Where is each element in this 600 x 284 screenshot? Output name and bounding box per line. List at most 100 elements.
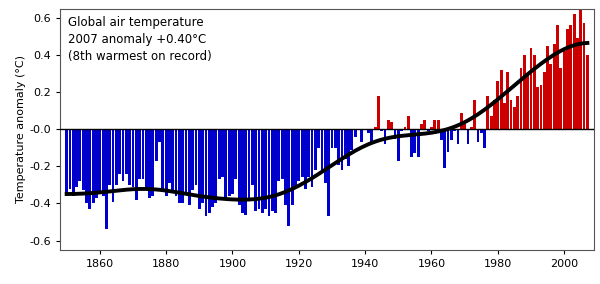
Bar (417, 129, 419, 157)
Bar (112, 129, 115, 202)
Bar (188, 129, 191, 205)
Bar (450, 129, 453, 140)
Bar (198, 129, 201, 209)
Bar (387, 120, 390, 129)
Bar (244, 129, 247, 215)
Bar (178, 129, 181, 204)
Bar (235, 129, 237, 179)
Bar (185, 129, 187, 194)
Bar (503, 103, 506, 129)
Bar (569, 25, 572, 129)
Bar (75, 129, 78, 187)
Bar (520, 68, 523, 129)
Bar (122, 129, 124, 181)
Bar (88, 129, 91, 209)
Bar (546, 46, 549, 129)
Bar (457, 129, 460, 144)
Bar (317, 129, 320, 148)
Bar (291, 129, 293, 205)
Bar (407, 116, 410, 129)
Bar (493, 99, 496, 129)
Bar (496, 81, 499, 129)
Bar (331, 129, 334, 148)
Bar (410, 129, 413, 157)
Bar (277, 129, 280, 181)
Bar (228, 129, 230, 196)
Bar (383, 129, 386, 144)
Bar (327, 129, 330, 216)
Bar (72, 129, 74, 196)
Bar (65, 129, 68, 194)
Bar (513, 107, 516, 129)
Bar (294, 129, 297, 187)
Bar (509, 99, 512, 129)
Bar (95, 129, 98, 198)
Bar (128, 129, 131, 185)
Bar (483, 129, 486, 148)
Bar (347, 129, 350, 166)
Bar (98, 129, 101, 194)
Bar (82, 129, 85, 191)
Bar (105, 129, 108, 229)
Bar (440, 129, 443, 140)
Bar (539, 85, 542, 129)
Bar (536, 87, 539, 129)
Bar (261, 129, 264, 213)
Bar (397, 129, 400, 161)
Bar (583, 23, 586, 129)
Bar (553, 44, 556, 129)
Bar (201, 129, 204, 204)
Bar (446, 129, 449, 151)
Bar (208, 129, 211, 213)
Bar (523, 55, 526, 129)
Bar (337, 129, 340, 164)
Bar (281, 129, 284, 179)
Bar (404, 127, 406, 129)
Bar (367, 129, 370, 133)
Bar (586, 55, 589, 129)
Bar (142, 129, 145, 179)
Bar (287, 129, 290, 226)
Bar (172, 129, 174, 191)
Bar (221, 129, 224, 178)
Bar (374, 127, 377, 129)
Bar (168, 129, 171, 183)
Bar (467, 129, 469, 144)
Bar (400, 129, 403, 131)
Bar (361, 129, 363, 142)
Bar (214, 129, 217, 204)
Bar (165, 129, 167, 196)
Bar (231, 129, 234, 194)
Bar (298, 129, 300, 181)
Bar (181, 129, 184, 204)
Bar (79, 129, 82, 181)
Bar (218, 129, 221, 179)
Bar (145, 129, 148, 189)
Bar (311, 129, 313, 187)
Bar (543, 72, 545, 129)
Bar (463, 124, 466, 129)
Text: Global air temperature
2007 anomaly +0.40°C
(8th warmest on record): Global air temperature 2007 anomaly +0.4… (68, 16, 212, 63)
Bar (453, 129, 456, 131)
Bar (341, 129, 343, 170)
Bar (487, 96, 489, 129)
Bar (576, 38, 579, 129)
Bar (556, 25, 559, 129)
Bar (533, 55, 536, 129)
Bar (161, 129, 164, 189)
Bar (526, 75, 529, 129)
Bar (211, 129, 214, 207)
Bar (102, 129, 104, 196)
Bar (307, 129, 310, 178)
Bar (271, 129, 274, 211)
Bar (480, 129, 482, 133)
Bar (68, 129, 71, 189)
Bar (334, 129, 337, 148)
Bar (506, 72, 509, 129)
Bar (380, 129, 383, 131)
Bar (151, 129, 154, 196)
Bar (550, 64, 552, 129)
Bar (257, 129, 260, 209)
Bar (135, 129, 137, 200)
Bar (490, 116, 493, 129)
